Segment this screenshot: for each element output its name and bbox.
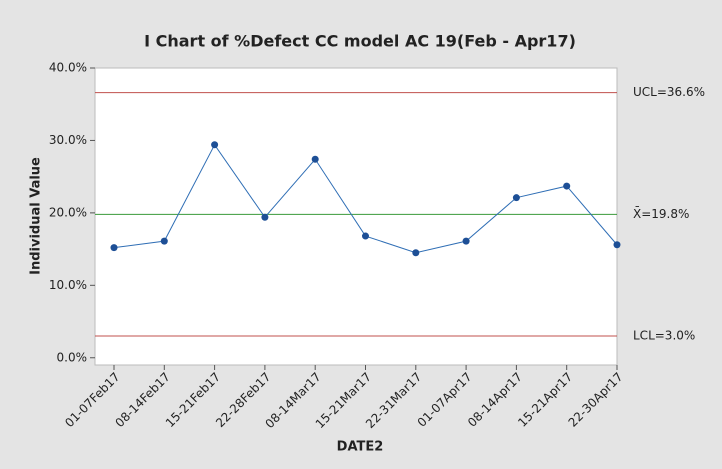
data-point: [512, 194, 520, 202]
control-line-label: X̄=19.8%: [633, 207, 689, 221]
data-point: [412, 249, 420, 257]
y-tick-label: 0.0%: [57, 350, 88, 364]
data-point: [261, 213, 269, 221]
control-line-label: LCL=3.0%: [633, 329, 695, 343]
y-tick-label: 20.0%: [49, 205, 87, 219]
y-tick-label: 30.0%: [49, 133, 87, 147]
x-axis-label: DATE2: [337, 440, 384, 455]
y-axis-label: Individual Value: [29, 157, 44, 275]
data-point: [110, 244, 118, 252]
data-point: [462, 237, 470, 245]
y-tick-label: 10.0%: [49, 278, 87, 292]
control-line-label: UCL=36.6%: [633, 85, 705, 99]
data-point: [211, 141, 219, 149]
chart-title: I Chart of %Defect CC model AC 19(Feb - …: [144, 32, 576, 51]
data-point: [563, 182, 571, 190]
data-point: [362, 232, 369, 240]
data-point: [311, 155, 319, 163]
data-point: [160, 237, 168, 245]
plot-area: [94, 67, 618, 366]
data-point: [613, 241, 621, 249]
y-tick-label: 40.0%: [49, 61, 87, 75]
